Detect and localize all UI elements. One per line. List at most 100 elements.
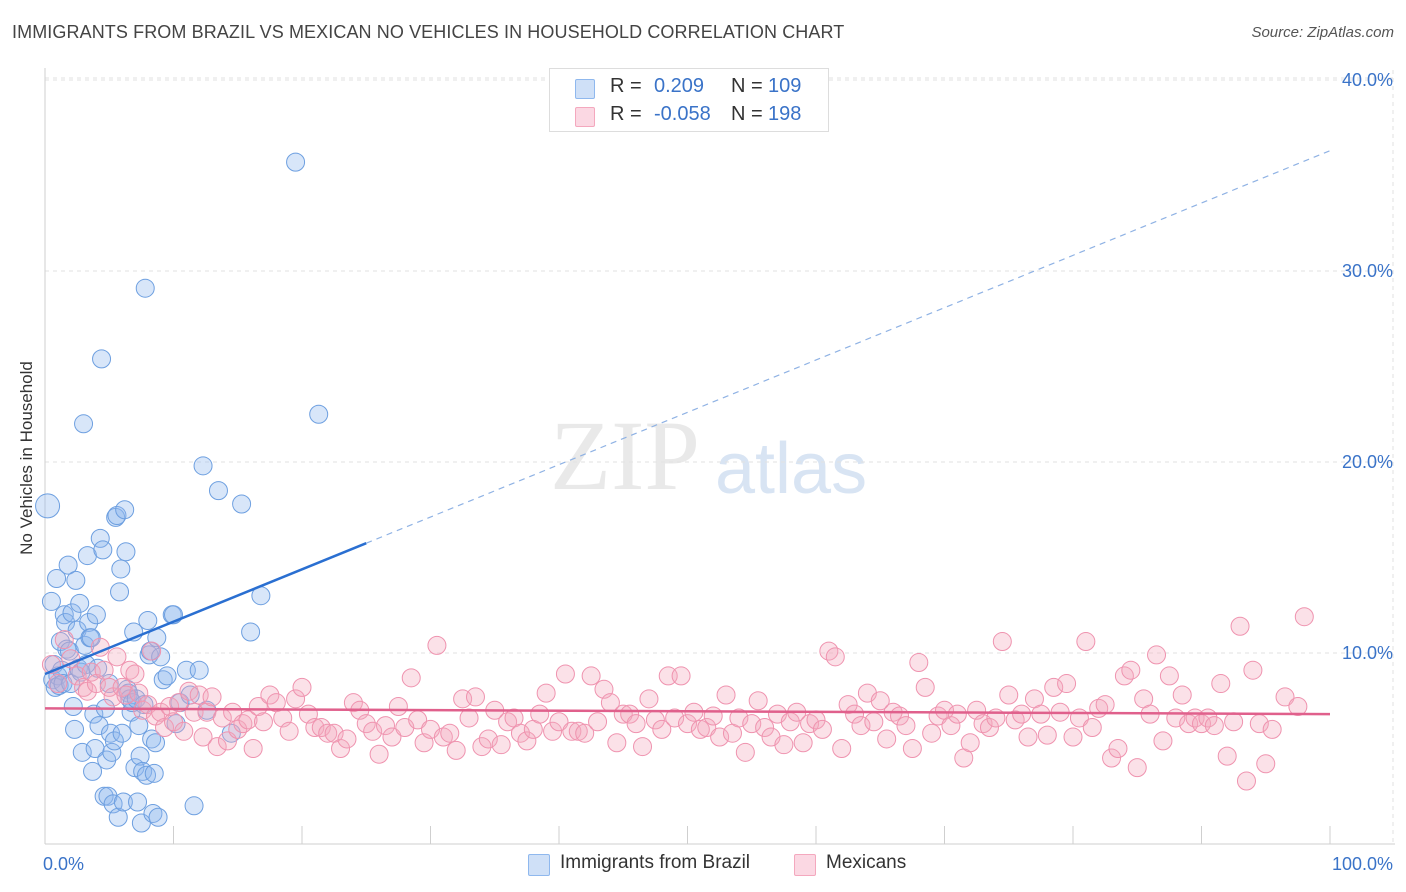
point-mexicans	[922, 723, 942, 743]
point-mexicans	[896, 716, 916, 736]
point-brazil	[122, 693, 142, 713]
point-mexicans	[193, 727, 213, 747]
point-brazil	[130, 746, 150, 766]
n-value: 109	[768, 75, 802, 97]
chart-source: Source: ZipAtlas.com	[1251, 24, 1394, 41]
series-mexicans	[41, 607, 1314, 791]
point-mexicans	[915, 677, 935, 697]
point-brazil	[35, 493, 61, 519]
point-mexicans	[202, 687, 222, 707]
point-mexicans	[238, 710, 258, 730]
point-brazil	[102, 742, 122, 762]
point-mexicans	[530, 704, 550, 724]
r-label: R =	[610, 103, 642, 125]
point-mexicans	[812, 719, 832, 739]
point-mexicans	[979, 717, 999, 737]
point-brazil	[56, 612, 76, 632]
point-mexicans	[1159, 666, 1179, 686]
point-brazil	[115, 500, 135, 520]
point-mexicans	[179, 681, 199, 701]
point-mexicans	[228, 719, 248, 739]
point-brazil	[65, 719, 85, 739]
series-legend: Immigrants from Brazil Mexicans	[0, 852, 1406, 878]
point-brazil	[47, 569, 67, 589]
point-mexicans	[331, 739, 351, 758]
point-mexicans	[472, 737, 492, 757]
point-mexicans	[1288, 696, 1308, 716]
point-mexicans	[1230, 616, 1250, 636]
point-brazil	[79, 612, 99, 632]
point-mexicans	[94, 660, 114, 680]
point-mexicans	[248, 696, 268, 716]
point-mexicans	[1153, 731, 1173, 751]
point-mexicans	[864, 712, 884, 732]
point-mexicans	[1063, 727, 1083, 747]
n-label: N =	[731, 103, 763, 125]
point-mexicans	[678, 714, 697, 734]
point-mexicans	[491, 735, 511, 755]
point-brazil	[111, 559, 131, 579]
point-mexicans	[1204, 716, 1224, 736]
legend-swatch-mexicans	[575, 107, 595, 127]
point-brazil	[83, 761, 103, 781]
point-brazil	[66, 570, 86, 590]
trend-line-brazil	[44, 542, 367, 676]
point-mexicans	[1121, 660, 1141, 680]
point-brazil	[92, 349, 112, 369]
point-mexicans	[793, 733, 813, 753]
point-mexicans	[909, 653, 929, 673]
point-mexicans	[941, 716, 961, 736]
point-mexicans	[440, 723, 460, 743]
point-mexicans	[729, 708, 749, 728]
point-mexicans	[1127, 758, 1147, 778]
point-mexicans	[356, 714, 376, 734]
point-mexicans	[1275, 687, 1295, 707]
point-mexicans	[54, 630, 74, 650]
point-mexicans	[1095, 695, 1115, 715]
point-mexicans	[877, 729, 897, 749]
point-mexicans	[671, 666, 691, 686]
point-mexicans	[233, 714, 253, 734]
point-mexicans	[748, 691, 768, 711]
point-mexicans	[1294, 607, 1314, 627]
point-mexicans	[588, 712, 608, 732]
point-brazil	[70, 593, 90, 613]
point-mexicans	[337, 729, 357, 749]
point-brazil	[104, 731, 124, 751]
point-mexicans	[286, 689, 306, 709]
y-tick-label: 40.0%	[1342, 70, 1393, 90]
point-mexicans	[1012, 704, 1032, 724]
point-brazil	[189, 660, 209, 680]
point-mexicans	[999, 685, 1019, 705]
point-mexicans	[1224, 712, 1244, 732]
point-mexicans	[125, 664, 145, 684]
point-mexicans	[1057, 674, 1077, 694]
point-mexicans	[832, 739, 852, 758]
point-mexicans	[581, 666, 601, 686]
x-tick-label: 100.0%	[1332, 854, 1393, 874]
point-mexicans	[1172, 685, 1192, 705]
point-mexicans	[543, 721, 563, 741]
point-mexicans	[555, 664, 575, 684]
point-mexicans	[825, 647, 845, 667]
point-mexicans	[427, 635, 447, 655]
point-mexicans	[363, 721, 383, 741]
point-mexicans	[838, 695, 858, 715]
point-brazil	[193, 456, 213, 476]
watermark-atlas: atlas	[715, 429, 868, 509]
point-mexicans	[517, 731, 537, 751]
point-mexicans	[1018, 727, 1038, 747]
point-mexicans	[902, 739, 922, 758]
point-mexicans	[1147, 645, 1167, 665]
point-mexicans	[343, 693, 363, 713]
point-mexicans	[755, 717, 775, 737]
point-mexicans	[292, 677, 312, 697]
y-tick-label: 30.0%	[1342, 261, 1393, 281]
point-mexicans	[388, 696, 408, 716]
point-brazil	[113, 792, 133, 812]
point-mexicans	[1102, 748, 1122, 768]
point-brazil	[135, 278, 155, 298]
point-mexicans	[1236, 771, 1256, 791]
point-mexicans	[155, 717, 175, 737]
point-brazil	[54, 605, 74, 625]
